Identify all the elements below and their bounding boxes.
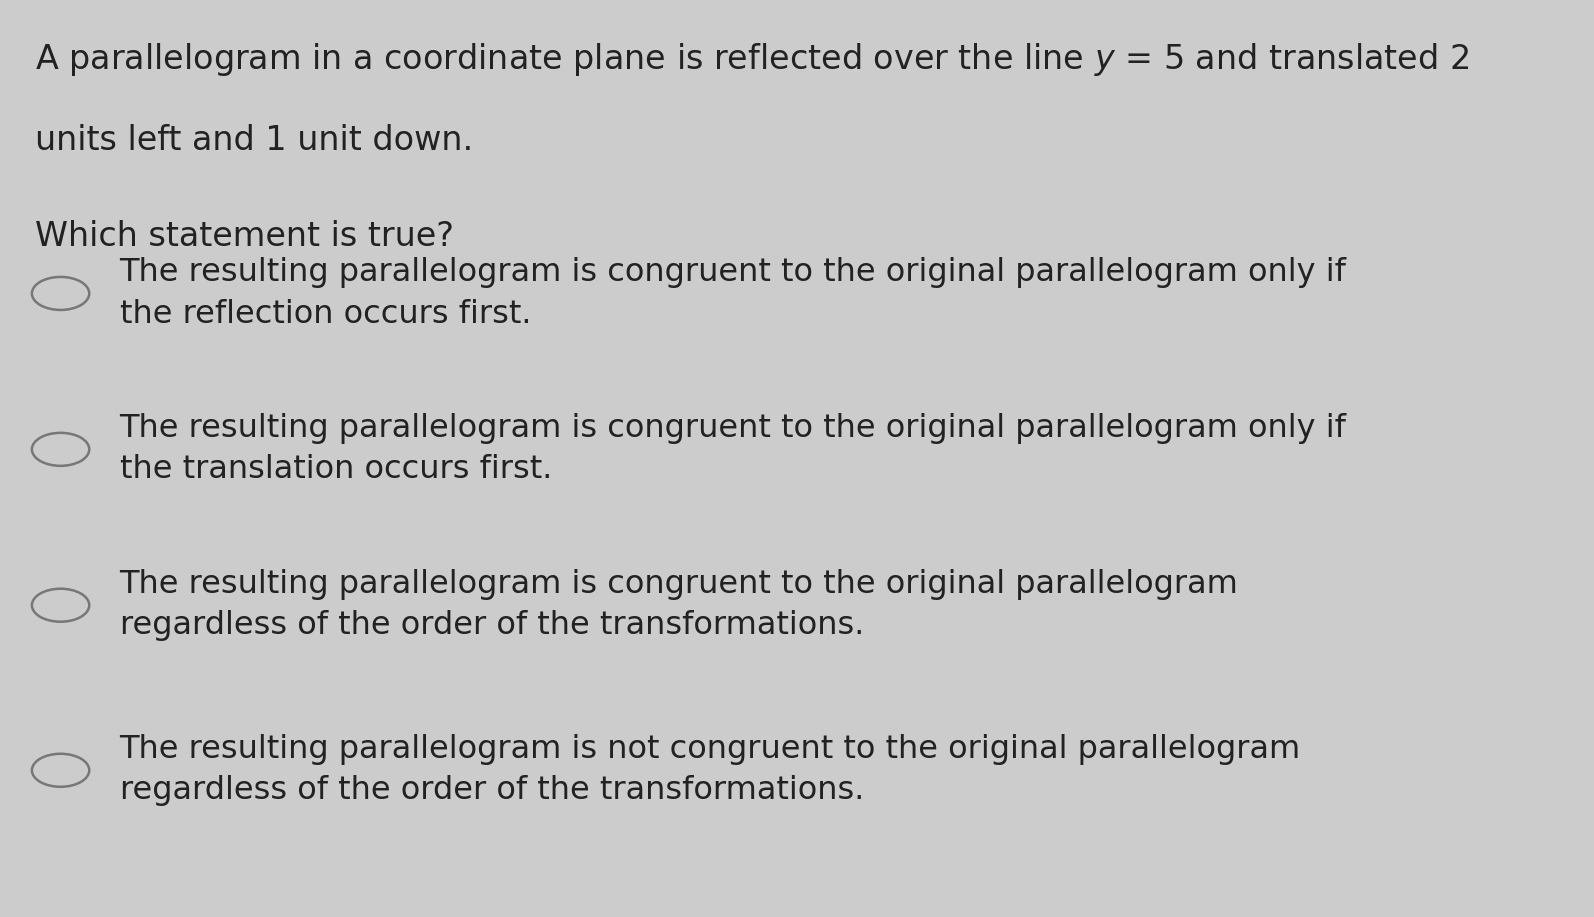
Text: The resulting parallelogram is congruent to the original parallelogram only if
t: The resulting parallelogram is congruent… xyxy=(120,413,1347,485)
Text: units left and 1 unit down.: units left and 1 unit down. xyxy=(35,124,473,157)
Text: A parallelogram in a coordinate plane is reflected over the line $y$ = 5 and tra: A parallelogram in a coordinate plane is… xyxy=(35,41,1470,78)
Text: Which statement is true?: Which statement is true? xyxy=(35,220,454,253)
Text: The resulting parallelogram is not congruent to the original parallelogram
regar: The resulting parallelogram is not congr… xyxy=(120,734,1301,806)
Text: The resulting parallelogram is congruent to the original parallelogram
regardles: The resulting parallelogram is congruent… xyxy=(120,569,1239,641)
Text: The resulting parallelogram is congruent to the original parallelogram only if
t: The resulting parallelogram is congruent… xyxy=(120,257,1347,329)
